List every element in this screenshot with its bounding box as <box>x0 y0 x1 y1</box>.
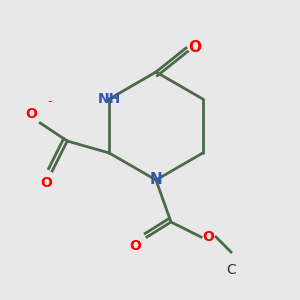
Text: -: - <box>47 95 52 109</box>
Text: O: O <box>202 230 214 244</box>
Text: O: O <box>25 107 37 121</box>
Text: N: N <box>150 172 162 188</box>
Text: O: O <box>188 40 202 56</box>
Text: NH: NH <box>98 92 121 106</box>
Text: C: C <box>226 263 236 277</box>
Text: O: O <box>40 176 52 190</box>
Text: O: O <box>129 239 141 253</box>
